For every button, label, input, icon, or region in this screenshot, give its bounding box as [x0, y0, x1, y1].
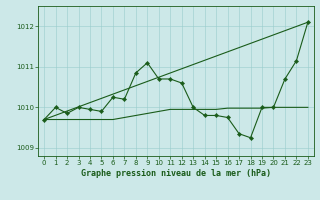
X-axis label: Graphe pression niveau de la mer (hPa): Graphe pression niveau de la mer (hPa) [81, 169, 271, 178]
